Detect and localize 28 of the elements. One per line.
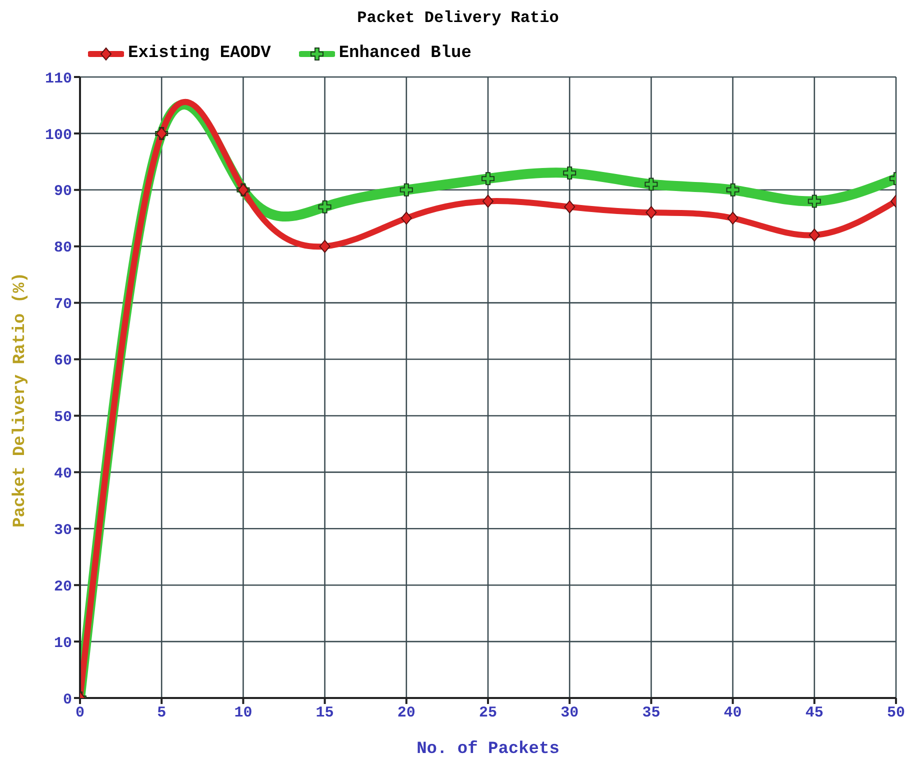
x-tick-label: 45 (805, 704, 824, 722)
y-tick-label: 70 (54, 296, 72, 314)
y-tick-label: 60 (54, 352, 72, 370)
x-tick-label: 35 (642, 704, 660, 722)
chart-title: Packet Delivery Ratio (357, 9, 559, 27)
y-tick-label: 10 (54, 634, 72, 652)
y-tick-label: 40 (54, 466, 72, 483)
x-tick-label: 20 (397, 704, 416, 722)
x-tick-label: 0 (75, 704, 85, 722)
x-tick-label: 25 (478, 704, 498, 722)
y-tick-label: 90 (54, 183, 72, 200)
y-tick-label: 50 (54, 409, 72, 426)
legend-label: Enhanced Blue (338, 44, 472, 63)
x-axis-title: No. of Packets (416, 740, 560, 759)
y-tick-label: 20 (54, 578, 72, 596)
x-tick-label: 30 (560, 704, 579, 722)
y-axis-title: Packet Delivery Ratio (%) (11, 272, 30, 528)
x-tick-label: 15 (316, 704, 334, 722)
y-tick-label: 80 (54, 240, 72, 257)
y-tick-label: 0 (62, 691, 72, 708)
x-tick-label: 50 (886, 704, 906, 722)
y-tick-label: 30 (54, 522, 72, 539)
y-tick-label: 110 (44, 70, 72, 88)
legend-label: Existing EAODV (127, 44, 271, 63)
x-tick-label: 40 (724, 704, 742, 722)
x-tick-label: 10 (234, 704, 252, 722)
x-tick-label: 5 (157, 704, 166, 722)
y-tick-label: 100 (44, 126, 72, 144)
